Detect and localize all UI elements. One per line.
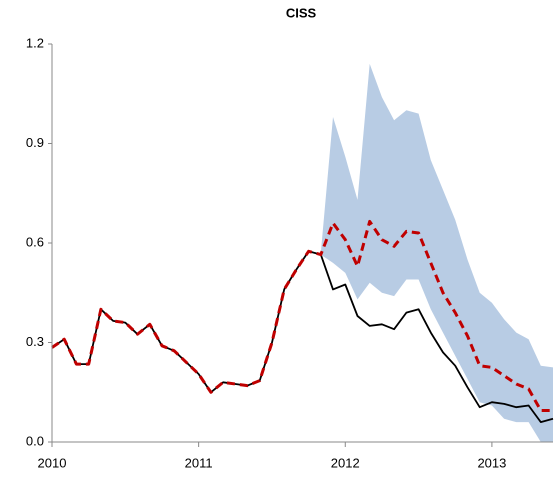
y-tick-label: 0.0	[26, 433, 44, 448]
x-tick-label: 2012	[331, 455, 360, 470]
x-tick-label: 2010	[38, 455, 67, 470]
y-tick-label: 0.6	[26, 234, 44, 249]
x-tick-label: 2011	[185, 455, 213, 470]
y-tick-label: 0.3	[26, 334, 44, 349]
y-tick-label: 0.9	[26, 135, 44, 150]
chart-title: CISS	[286, 5, 317, 20]
confidence-band	[320, 63, 553, 443]
y-tick-label: 1.2	[26, 35, 44, 50]
x-tick-label: 2013	[477, 455, 506, 470]
series-line	[51, 219, 553, 412]
